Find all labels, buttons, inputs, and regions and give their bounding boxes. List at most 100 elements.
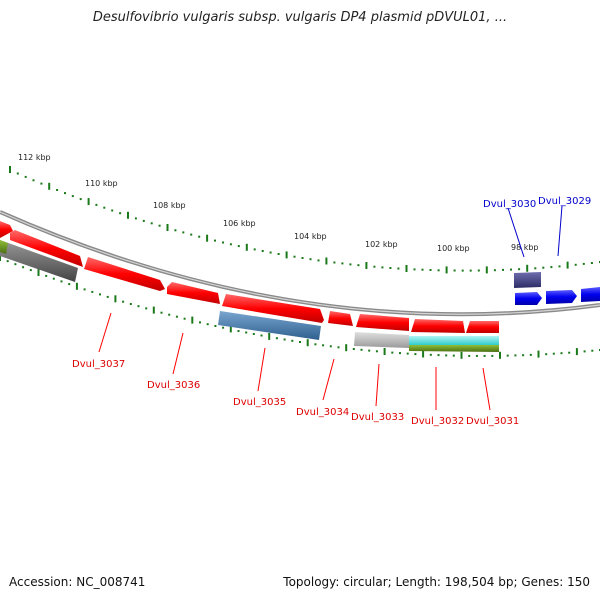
ruler-tick — [445, 266, 448, 274]
gene-label[interactable]: Dvul_3036 — [147, 380, 200, 391]
ruler-dot — [183, 317, 186, 320]
ruler-dot — [79, 198, 82, 201]
ruler-dot — [534, 267, 537, 270]
ruler-tick — [229, 325, 232, 333]
ruler-dot — [506, 354, 509, 357]
cyan-band — [409, 336, 499, 346]
gene-label[interactable]: Dvul_3031 — [466, 416, 519, 427]
ruler-dot — [341, 262, 344, 265]
ruler-dot — [333, 261, 336, 264]
ruler-dot — [550, 266, 553, 269]
gene-arrow[interactable] — [581, 287, 600, 302]
ruler-dot — [309, 258, 312, 261]
ruler-dot — [16, 172, 19, 175]
ruler-dot — [145, 307, 148, 310]
gene-arrow[interactable] — [466, 321, 499, 333]
ruler-dot — [40, 182, 43, 185]
ruler-dot — [375, 350, 378, 353]
ruler-dot — [399, 352, 401, 355]
gene-label[interactable]: Dvul_3032 — [411, 416, 464, 427]
ruler-dot — [437, 269, 440, 272]
ruler-dot — [510, 268, 512, 271]
ruler-dot — [214, 325, 217, 327]
gene-label[interactable]: Dvul_3035 — [233, 397, 286, 408]
backbone — [0, 210, 600, 317]
ruler-dot — [522, 354, 525, 357]
ruler-label: 108 kbp — [153, 201, 186, 210]
ruler-tick — [485, 266, 488, 274]
ruler-tick — [499, 351, 501, 359]
ruler-dot — [129, 303, 132, 305]
map-title: Desulfovibrio vulgaris subsp. vulgaris D… — [92, 10, 508, 25]
ruler-dot — [322, 344, 325, 347]
blue-leaders — [507, 205, 563, 258]
ruler-tick — [526, 264, 529, 272]
gene-arrow[interactable] — [328, 311, 353, 326]
feature-bands — [0, 240, 541, 352]
ruler-dot — [253, 248, 256, 251]
ruler-dot — [119, 212, 122, 215]
ruler-dot — [174, 229, 177, 232]
ruler-tick — [191, 316, 194, 324]
ruler-dot — [283, 338, 286, 341]
ruler-dot — [237, 330, 240, 332]
gene-label[interactable]: Dvul_3037 — [72, 359, 125, 370]
gene-arrow[interactable] — [515, 292, 542, 305]
accession-text: Accession: NC_008741 — [9, 575, 146, 589]
outer-ruler — [9, 166, 600, 274]
ruler-dot — [56, 189, 59, 191]
ruler-dot — [560, 352, 563, 355]
gene-arrow[interactable] — [0, 221, 13, 238]
ruler-dot — [198, 235, 201, 238]
gene-arrow[interactable] — [10, 230, 83, 267]
ruler-dot — [99, 293, 101, 296]
ruler-dot — [190, 233, 193, 236]
ruler-dot — [414, 353, 417, 356]
gene-arrow[interactable] — [84, 257, 165, 291]
forward-strand-genes — [0, 221, 499, 333]
gene-label[interactable]: Dvul_3029 — [538, 196, 591, 207]
ruler-dot — [158, 224, 161, 227]
ruler-dot — [150, 222, 153, 225]
ruler-dot — [583, 350, 586, 353]
ruler-dot — [421, 268, 424, 271]
ruler-dot — [32, 179, 35, 182]
ruler-dot — [349, 263, 352, 266]
ruler-dot — [429, 269, 432, 271]
ruler-dot — [452, 354, 455, 357]
ruler-dot — [175, 315, 178, 318]
ruler-tick — [566, 261, 569, 269]
ruler-dot — [468, 354, 471, 357]
reverse-strand-genes — [515, 287, 600, 305]
gene-arrow[interactable] — [222, 294, 324, 323]
ruler-dot — [545, 353, 548, 356]
inner-ruler — [0, 254, 600, 359]
ruler-dot — [469, 269, 472, 272]
ruler-dot — [222, 241, 224, 244]
ruler-dot — [14, 263, 17, 266]
ruler-tick — [206, 234, 209, 242]
red-leaders — [98, 312, 491, 411]
ruler-dot — [552, 352, 555, 355]
gene-arrow[interactable] — [411, 319, 465, 333]
gene-label[interactable]: Dvul_3033 — [351, 412, 404, 423]
ruler-dot — [368, 349, 371, 352]
ruler-dot — [22, 266, 25, 269]
ruler-dot — [182, 231, 185, 234]
gene-arrow[interactable] — [167, 282, 220, 304]
gene-arrow[interactable] — [546, 290, 577, 304]
ruler-dot — [222, 326, 225, 329]
ruler-dot — [6, 260, 9, 263]
gene-label[interactable]: Dvul_3030 — [483, 199, 536, 210]
ruler-label: 106 kbp — [223, 219, 256, 228]
ruler-dot — [60, 280, 63, 283]
ruler-label: 102 kbp — [365, 240, 398, 249]
ruler-dot — [445, 354, 448, 357]
gene-arrow[interactable] — [356, 314, 409, 331]
gene-label[interactable]: Dvul_3034 — [296, 407, 349, 418]
ruler-label: 100 kbp — [437, 244, 470, 253]
ruler-tick — [166, 224, 169, 231]
ruler-tick — [306, 339, 309, 347]
ruler-tick — [575, 348, 578, 356]
ruler-dot — [542, 266, 545, 269]
